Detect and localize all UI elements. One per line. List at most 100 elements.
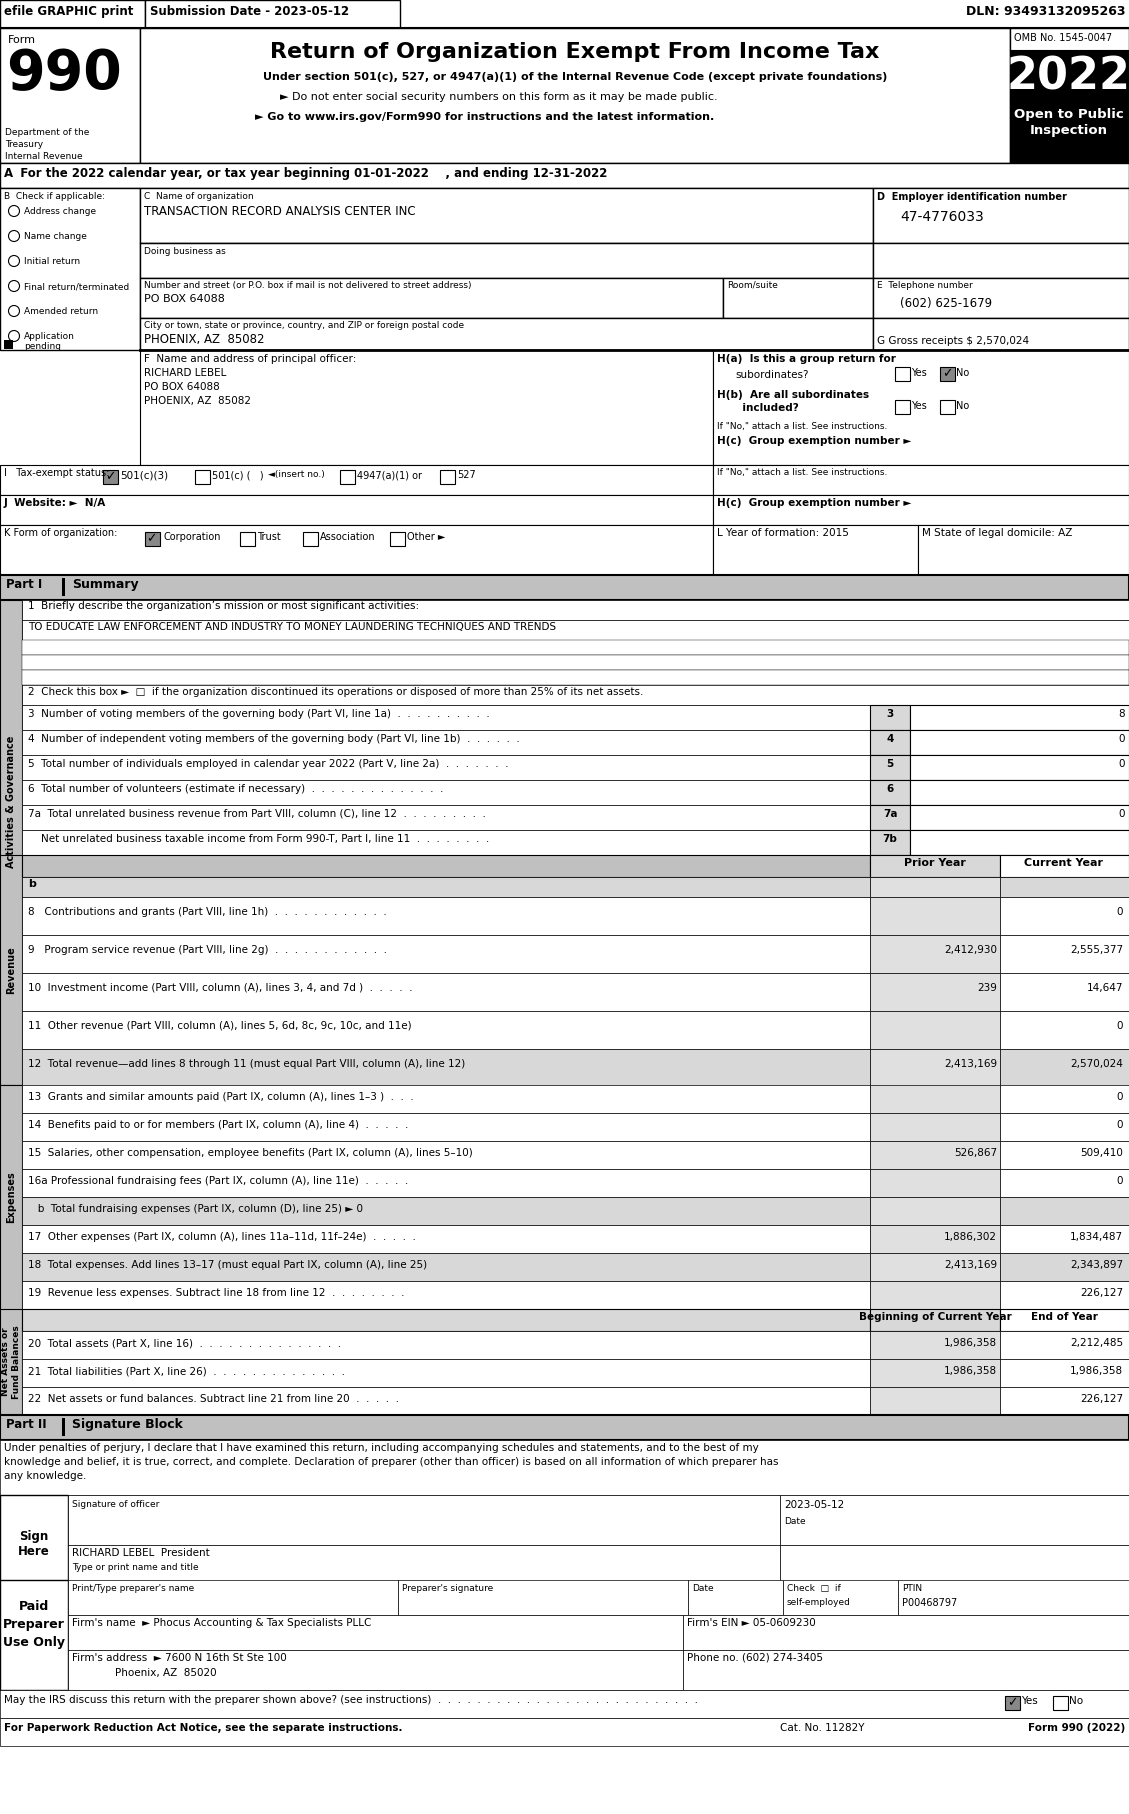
Bar [0,27,1129,163]
Text: E  Telephone number: E Telephone number [877,281,973,290]
Bar [870,1331,1000,1359]
Bar [0,1440,1129,1495]
Bar [714,350,1129,464]
Bar [0,1495,68,1595]
Text: PTIN: PTIN [902,1584,922,1593]
Text: 3  Number of voting members of the governing body (Part VI, line 1a)  .  .  .  .: 3 Number of voting members of the govern… [28,709,490,718]
Bar [683,1614,1129,1651]
Bar [21,854,870,876]
Bar [103,470,119,484]
Text: 16a Professional fundraising fees (Part IX, column (A), line 11e)  .  .  .  .  .: 16a Professional fundraising fees (Part … [28,1175,409,1186]
Bar [1000,1310,1129,1331]
Text: ► Go to www.irs.gov/Form990 for instructions and the latest information.: ► Go to www.irs.gov/Form990 for instruct… [255,112,715,122]
Text: M State of legal domicile: AZ: M State of legal domicile: AZ [922,528,1073,539]
Bar [21,686,1129,706]
Bar [68,1495,780,1546]
Text: Inspection: Inspection [1030,123,1108,138]
Text: Doing business as: Doing business as [145,247,226,256]
Text: 18  Total expenses. Add lines 13–17 (must equal Part IX, column (A), line 25): 18 Total expenses. Add lines 13–17 (must… [28,1261,427,1270]
Text: 1,986,358: 1,986,358 [944,1339,997,1348]
Text: Date: Date [784,1517,806,1526]
Text: Prior Year: Prior Year [904,858,966,869]
Text: Corporation: Corporation [163,532,220,542]
Text: ◄(insert no.): ◄(insert no.) [268,470,325,479]
Bar [0,163,1129,189]
Text: 526,867: 526,867 [954,1148,997,1157]
Bar [1000,1048,1129,1087]
Text: Cat. No. 11282Y: Cat. No. 11282Y [780,1723,865,1732]
Bar [1000,1114,1129,1141]
Text: Phoenix, AZ  85020: Phoenix, AZ 85020 [115,1669,217,1678]
Bar [399,1580,688,1614]
Bar [870,876,1000,896]
Text: Part I: Part I [6,579,42,591]
Text: subordinates?: subordinates? [735,370,808,379]
Text: May the IRS discuss this return with the preparer shown above? (see instructions: May the IRS discuss this return with the… [5,1694,698,1705]
Bar [910,831,1129,854]
Bar [68,1546,780,1595]
Bar [5,339,14,348]
Text: 8   Contributions and grants (Part VIII, line 1h)  .  .  .  .  .  .  .  .  .  . : 8 Contributions and grants (Part VIII, l… [28,907,387,918]
Bar [870,1310,1000,1331]
Text: included?: included? [717,403,798,414]
Bar [0,1580,68,1691]
Bar [21,600,1129,620]
Bar [895,366,910,381]
Text: 0: 0 [1117,1175,1123,1186]
Bar [68,1580,399,1614]
Bar [1000,934,1129,972]
Bar [21,831,870,854]
Bar [873,317,1129,350]
Bar [688,1580,784,1614]
Text: 2,212,485: 2,212,485 [1070,1339,1123,1348]
Bar [0,189,140,350]
Bar [940,366,955,381]
Text: Net unrelated business taxable income from Form 990-T, Part I, line 11  .  .  . : Net unrelated business taxable income fr… [28,834,489,844]
Bar [1000,896,1129,934]
Bar [0,1718,1129,1747]
Text: B  Check if applicable:: B Check if applicable: [5,192,105,201]
Text: self-employed: self-employed [787,1598,851,1607]
Bar [683,1651,1129,1691]
Bar [870,1114,1000,1141]
Text: Name change: Name change [24,232,87,241]
Bar [870,1141,1000,1168]
Bar [1000,1010,1129,1048]
Text: 13  Grants and similar amounts paid (Part IX, column (A), lines 1–3 )  .  .  .: 13 Grants and similar amounts paid (Part… [28,1092,413,1101]
Text: 2,413,169: 2,413,169 [944,1059,997,1068]
Text: Yes: Yes [911,401,927,412]
Text: 501(c) (   ): 501(c) ( ) [212,470,264,481]
Bar [895,401,910,414]
Bar [21,805,870,831]
Bar [1010,27,1129,163]
Text: Under section 501(c), 527, or 4947(a)(1) of the Internal Revenue Code (except pr: Under section 501(c), 527, or 4947(a)(1)… [263,73,887,82]
Text: knowledge and belief, it is true, correct, and complete. Declaration of preparer: knowledge and belief, it is true, correc… [5,1457,779,1468]
Text: any knowledge.: any knowledge. [5,1471,87,1480]
Bar [0,575,1129,600]
Text: Form: Form [8,34,36,45]
Text: 10  Investment income (Part VIII, column (A), lines 3, 4, and 7d )  .  .  .  .  : 10 Investment income (Part VIII, column … [28,983,412,992]
Text: RICHARD LEBEL: RICHARD LEBEL [145,368,227,377]
Bar [873,189,1129,243]
Text: 226,127: 226,127 [1079,1288,1123,1299]
Text: If "No," attach a list. See instructions.: If "No," attach a list. See instructions… [717,423,887,432]
Text: Here: Here [18,1546,50,1558]
Bar [918,524,1129,575]
Bar [780,1495,1129,1546]
Bar [1000,1253,1129,1281]
Bar [68,1651,683,1691]
Bar [0,854,21,1085]
Bar [1053,1696,1068,1711]
Text: 19  Revenue less expenses. Subtract line 18 from line 12  .  .  .  .  .  .  .  .: 19 Revenue less expenses. Subtract line … [28,1288,404,1299]
Bar [873,243,1129,278]
Text: ✓: ✓ [146,532,157,544]
Text: Other ►: Other ► [406,532,445,542]
Text: 2,413,169: 2,413,169 [944,1261,997,1270]
Text: 4947(a)(1) or: 4947(a)(1) or [357,470,422,481]
Text: 509,410: 509,410 [1080,1148,1123,1157]
Text: 501(c)(3): 501(c)(3) [120,470,168,481]
Text: Amended return: Amended return [24,307,98,316]
Bar [440,470,455,484]
Text: H(b)  Are all subordinates: H(b) Are all subordinates [717,390,869,401]
Bar [714,495,1129,524]
